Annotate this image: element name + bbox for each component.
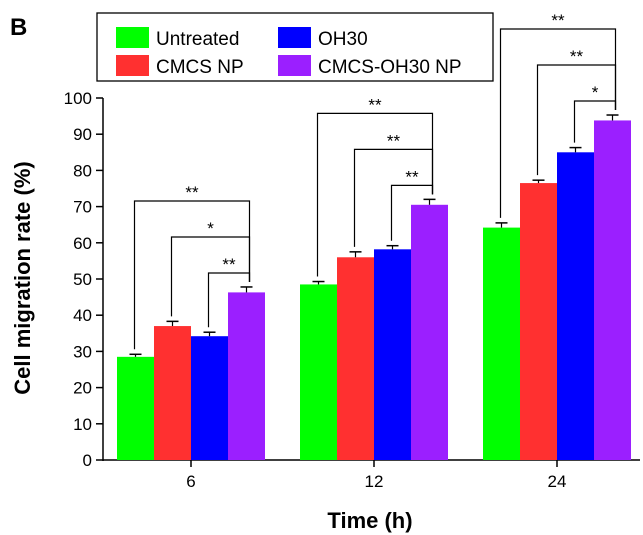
y-tick-label: 70 bbox=[73, 198, 92, 217]
bar bbox=[228, 292, 265, 460]
bar bbox=[374, 249, 411, 460]
significance-label: ** bbox=[222, 255, 236, 274]
y-tick-label: 60 bbox=[73, 234, 92, 253]
significance-label: ** bbox=[368, 95, 382, 114]
legend-swatch bbox=[116, 27, 149, 48]
bar bbox=[411, 204, 448, 460]
significance-bracket bbox=[499, 28, 617, 218]
legend-label: CMCS NP bbox=[156, 57, 244, 78]
plot-area: 01020304050607080901006*****12******24**… bbox=[64, 11, 640, 491]
y-axis-title: Cell migration rate (%) bbox=[10, 161, 35, 394]
significance-label: ** bbox=[405, 167, 419, 186]
significance-label: ** bbox=[551, 11, 565, 30]
legend-swatch bbox=[278, 27, 311, 48]
y-tick-label: 10 bbox=[73, 415, 92, 434]
significance-bracket bbox=[133, 200, 251, 350]
bar bbox=[520, 183, 557, 460]
y-tick-label: 20 bbox=[73, 379, 92, 398]
significance-bracket bbox=[316, 112, 434, 277]
significance-label: * bbox=[207, 219, 214, 238]
significance-label: ** bbox=[185, 183, 199, 202]
bar bbox=[557, 152, 594, 461]
bar bbox=[594, 120, 631, 460]
legend: Untreated CMCS NP OH30 CMCS-OH30 NP bbox=[96, 12, 494, 82]
bar bbox=[191, 336, 228, 460]
significance-label: ** bbox=[387, 131, 401, 150]
bar bbox=[337, 257, 374, 460]
y-tick-label: 30 bbox=[73, 342, 92, 361]
significance-label: * bbox=[592, 83, 599, 102]
y-tick-label: 90 bbox=[73, 125, 92, 144]
x-tick-label: 6 bbox=[186, 472, 195, 491]
x-axis-title: Time (h) bbox=[327, 508, 412, 533]
legend-label: CMCS-OH30 NP bbox=[318, 57, 462, 78]
legend-swatch bbox=[278, 55, 311, 76]
bar bbox=[483, 227, 520, 460]
legend-label: OH30 bbox=[318, 29, 368, 50]
y-tick-label: 80 bbox=[73, 161, 92, 180]
bar bbox=[117, 356, 154, 460]
legend-label: Untreated bbox=[156, 29, 239, 50]
bar bbox=[300, 284, 337, 460]
legend-swatch bbox=[116, 55, 149, 76]
significance-label: ** bbox=[570, 47, 584, 66]
y-tick-label: 40 bbox=[73, 306, 92, 325]
y-tick-label: 50 bbox=[73, 270, 92, 289]
y-tick-label: 0 bbox=[83, 451, 92, 470]
bar bbox=[154, 326, 191, 460]
y-tick-label: 100 bbox=[64, 89, 92, 108]
x-tick-label: 24 bbox=[548, 472, 567, 491]
panel-label: B bbox=[10, 14, 27, 41]
x-tick-label: 12 bbox=[365, 472, 384, 491]
